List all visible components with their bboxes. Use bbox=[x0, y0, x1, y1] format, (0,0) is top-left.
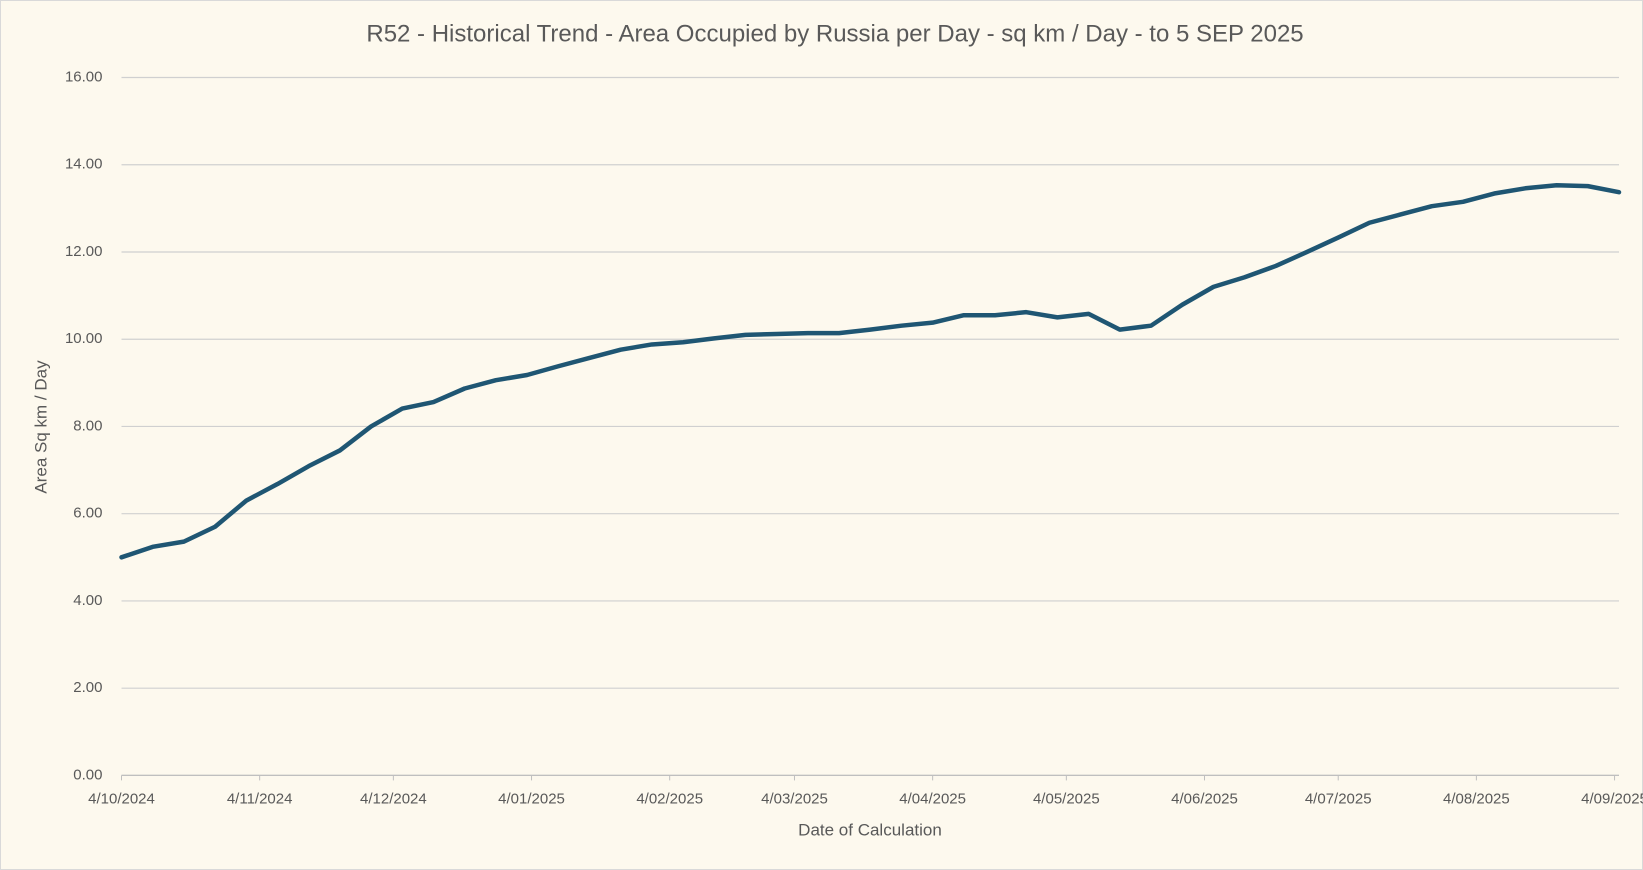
x-axis-title: Date of Calculation bbox=[798, 820, 942, 839]
y-tick-label: 6.00 bbox=[73, 505, 102, 522]
x-tick-label: 4/10/2024 bbox=[88, 790, 155, 807]
x-tick-label: 4/08/2025 bbox=[1443, 790, 1510, 807]
x-tick-label: 4/07/2025 bbox=[1305, 790, 1372, 807]
x-tick-label: 4/03/2025 bbox=[761, 790, 828, 807]
x-tick-label: 4/11/2024 bbox=[227, 790, 293, 807]
y-tick-label: 14.00 bbox=[65, 156, 103, 173]
y-tick-label: 0.00 bbox=[73, 766, 102, 783]
x-tick-label: 4/04/2025 bbox=[899, 790, 966, 807]
y-tick-label: 4.00 bbox=[73, 592, 102, 609]
y-axis-title: Area Sq km / Day bbox=[31, 360, 50, 494]
y-tick-label: 12.00 bbox=[65, 243, 103, 260]
chart-title: R52 - Historical Trend - Area Occupied b… bbox=[366, 20, 1303, 47]
y-tick-label: 8.00 bbox=[73, 417, 102, 434]
x-tick-label: 4/09/2025 bbox=[1581, 790, 1643, 807]
x-tick-label: 4/06/2025 bbox=[1171, 790, 1238, 807]
y-tick-label: 10.00 bbox=[65, 330, 103, 347]
x-tick-label: 4/01/2025 bbox=[498, 790, 565, 807]
data-line bbox=[119, 182, 1622, 560]
y-tick-label: 16.00 bbox=[65, 68, 103, 85]
x-tick-label: 4/12/2024 bbox=[360, 790, 427, 807]
x-tick-label: 4/05/2025 bbox=[1033, 790, 1100, 807]
y-tick-label: 2.00 bbox=[73, 679, 102, 696]
x-tick-label: 4/02/2025 bbox=[636, 790, 703, 807]
